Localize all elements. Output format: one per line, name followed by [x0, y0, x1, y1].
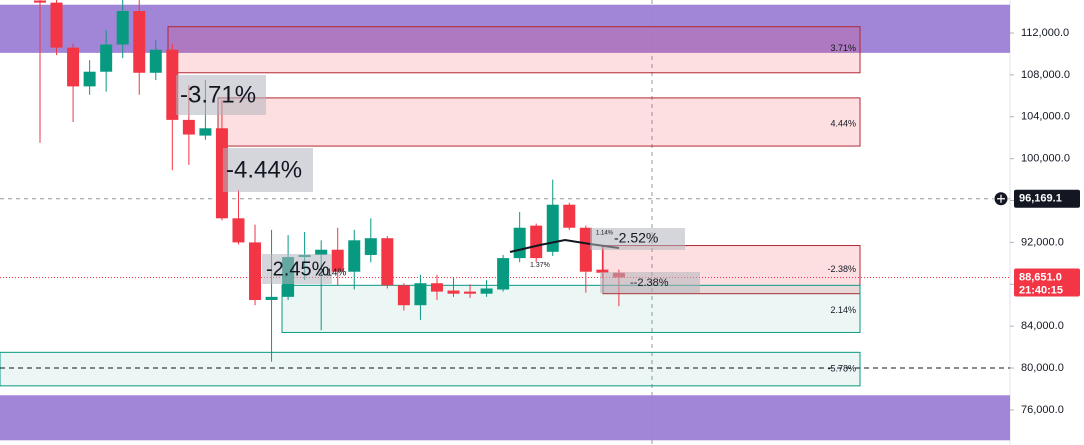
price-tag-label: 88,651.0 — [1019, 271, 1062, 283]
candle-body — [480, 288, 493, 294]
y-tick-label: 80,000.0 — [1021, 362, 1064, 374]
zone — [217, 97, 861, 147]
candle-body — [464, 291, 477, 294]
candle-body — [414, 283, 427, 306]
candle-body — [563, 204, 576, 228]
zones: 3.71%4.44%-2.38%2.14%-5.78% — [0, 4, 1010, 441]
annotation: -2.45% — [266, 258, 330, 280]
candle-body — [116, 10, 129, 45]
candle-body — [348, 240, 361, 272]
candle-body — [513, 227, 526, 259]
y-tick-label: 76,000.0 — [1021, 404, 1064, 416]
zone-label: -2.38% — [827, 264, 856, 274]
candle-body — [249, 242, 262, 300]
candle-body — [331, 249, 344, 272]
candle-body — [83, 71, 96, 87]
candle-body — [430, 283, 443, 292]
candle-body — [232, 218, 245, 243]
annotation-box — [223, 148, 313, 192]
candle-body — [34, 0, 46, 3]
candle-body — [315, 249, 328, 255]
annotations: -3.71% -4.44% -2.45% -2.52% --2.38% 1.14% 1.37… — [176, 75, 700, 293]
price-tag-label: 96,169.1 — [1019, 193, 1062, 205]
annotation: 1.37% — [530, 262, 550, 269]
price-tag — [1014, 189, 1080, 208]
annotation: --2.38% — [630, 277, 669, 289]
candle-body — [67, 47, 80, 87]
candle-body — [530, 225, 543, 259]
candle-body — [579, 227, 592, 272]
candle-body — [397, 285, 410, 306]
candle-body — [364, 238, 377, 255]
zone — [0, 351, 861, 387]
zone-label: 4.44% — [830, 118, 856, 128]
annotation-box — [262, 254, 332, 284]
candle-body — [133, 10, 146, 73]
candle-body — [265, 296, 278, 300]
y-tick-label: 112,000.0 — [1021, 27, 1069, 39]
y-tick-label: 104,000.0 — [1021, 111, 1070, 123]
annotation: 1.14% — [596, 231, 614, 237]
zone-label: 3.71% — [830, 43, 856, 53]
candle-body — [199, 128, 212, 136]
candle-body — [166, 49, 179, 120]
annotation: -4.44% — [226, 156, 302, 183]
candle-body — [182, 119, 195, 135]
zone — [0, 395, 1010, 441]
candle-body — [497, 258, 510, 290]
price-axis: 76,000.080,000.084,000.088,000.092,000.0… — [993, 27, 1080, 416]
countdown: 21:40:15 — [1019, 284, 1063, 296]
add-icon — [997, 194, 1005, 203]
annotation-box — [600, 272, 700, 293]
annotation: 2.14% — [318, 268, 346, 279]
candle-body — [447, 290, 460, 294]
zone — [167, 26, 861, 74]
y-tick-label: 84,000.0 — [1021, 320, 1064, 332]
candle-body — [546, 204, 559, 252]
y-tick-label: 92,000.0 — [1021, 236, 1064, 248]
candle-body — [596, 269, 609, 273]
candle-body — [149, 49, 162, 73]
candle-body — [381, 238, 394, 286]
annotation: -3.71% — [180, 81, 256, 108]
zone — [281, 284, 861, 333]
annotation-box — [590, 228, 685, 250]
price-tag — [1014, 268, 1080, 297]
y-tick-label: 100,000.0 — [1021, 153, 1070, 165]
candle-body — [100, 44, 113, 72]
annotation-box — [176, 75, 266, 115]
annotation: -2.52% — [614, 230, 658, 246]
candle-body — [50, 2, 63, 48]
y-tick-label: 108,000.0 — [1021, 69, 1070, 81]
zone-label: 2.14% — [830, 305, 856, 315]
